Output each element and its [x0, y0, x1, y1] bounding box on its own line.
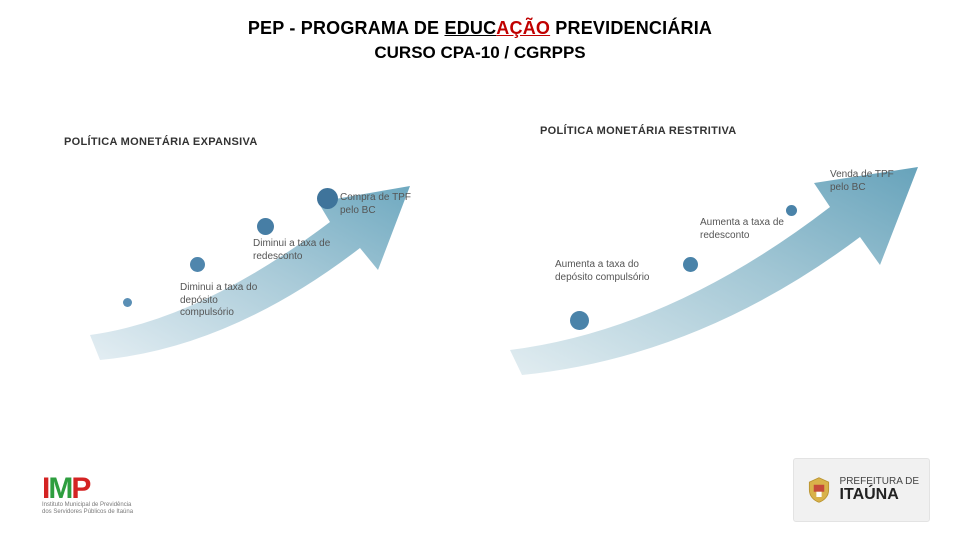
- logo-itauna-text: PREFEITURA DE ITAÚNA: [840, 477, 919, 503]
- arrow-shape-left: [60, 130, 440, 370]
- dot-exp-3: [317, 188, 338, 209]
- label-res-0: Aumenta a taxa do depósito compulsório: [555, 259, 655, 284]
- logo-itauna: PREFEITURA DE ITAÚNA: [793, 458, 930, 522]
- logo-imp-sub2: dos Servidores Públicos de Itaúna: [42, 509, 133, 516]
- title-post: PREVIDENCIÁRIA: [550, 18, 712, 38]
- diagram-expansiva: POLÍTICA MONETÁRIA EXPANSIVA Diminui a t…: [60, 130, 440, 370]
- logo-itauna-name: ITAÚNA: [840, 487, 919, 503]
- logo-imp-sub1: Instituto Municipal de Previdência: [42, 502, 133, 509]
- label-res-1: Aumenta a taxa de redesconto: [700, 217, 800, 242]
- logo-imp-m: M: [48, 472, 71, 505]
- label-exp-1: Diminui a taxa do depósito compulsório: [180, 282, 270, 320]
- label-exp-3: Compra de TPF pelo BC: [340, 192, 420, 217]
- title-pre: PEP - PROGRAMA DE: [248, 18, 445, 38]
- title-accent: AÇÃO: [496, 18, 550, 38]
- dot-exp-2: [257, 218, 274, 235]
- arrow-shape-right: [500, 125, 930, 385]
- crest-icon: [804, 475, 834, 505]
- dot-exp-0: [123, 298, 132, 307]
- label-exp-2: Diminui a taxa de redesconto: [253, 238, 333, 263]
- diagram-restritiva: POLÍTICA MONETÁRIA RESTRITIVA Aumenta a …: [500, 125, 930, 385]
- logo-imp-p: P: [71, 472, 89, 505]
- dot-res-0: [570, 311, 589, 330]
- label-res-2: Venda de TPF pelo BC: [830, 169, 910, 194]
- dot-res-1: [683, 257, 698, 272]
- title-block: PEP - PROGRAMA DE EDUCAÇÃO PREVIDENCIÁRI…: [0, 18, 960, 63]
- dot-res-2: [786, 205, 797, 216]
- dot-exp-1: [190, 257, 205, 272]
- title-line-2: CURSO CPA-10 / CGRPPS: [0, 43, 960, 63]
- title-line-1: PEP - PROGRAMA DE EDUCAÇÃO PREVIDENCIÁRI…: [0, 18, 960, 39]
- title-underlined: EDUC: [444, 18, 496, 38]
- slide-canvas: PEP - PROGRAMA DE EDUCAÇÃO PREVIDENCIÁRI…: [0, 0, 960, 540]
- logo-imp: IMP Instituto Municipal de Previdência d…: [42, 468, 133, 522]
- logo-imp-inner: IMP Instituto Municipal de Previdência d…: [42, 475, 133, 515]
